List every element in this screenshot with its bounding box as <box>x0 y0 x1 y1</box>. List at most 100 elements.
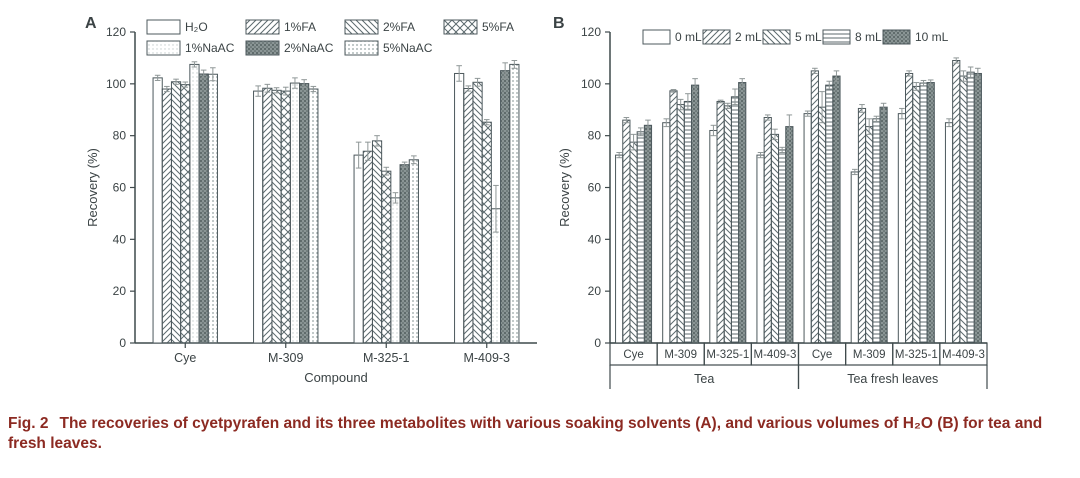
legend-swatch <box>822 29 851 45</box>
legend-label: H₂O <box>185 20 208 34</box>
bar <box>381 170 392 344</box>
bar <box>919 82 928 344</box>
bar <box>897 113 907 344</box>
y-tick-label: 100 <box>106 77 126 91</box>
bar <box>152 77 163 344</box>
legend-label: 5%FA <box>482 20 514 34</box>
y-tick-label: 40 <box>588 232 602 246</box>
bar <box>371 140 383 344</box>
y-tick-label: 60 <box>113 181 127 195</box>
legend-swatch <box>146 19 181 35</box>
legend-item: 5%NaAC <box>344 40 433 56</box>
bar <box>709 129 718 344</box>
group-span-label: Tea <box>694 372 714 386</box>
legend-item: 2%FA <box>344 19 415 35</box>
bar <box>810 70 819 344</box>
x-tick-label: M-325-1 <box>363 351 410 365</box>
bar <box>353 154 364 344</box>
bar <box>454 72 465 344</box>
bar <box>463 88 474 344</box>
bar <box>253 90 264 344</box>
y-tick-label: 20 <box>588 284 602 298</box>
bar <box>636 131 645 344</box>
bar <box>803 113 812 344</box>
legend-label: 2%NaAC <box>284 41 334 55</box>
y-tick-label: 0 <box>119 336 126 350</box>
legend-label: 2%FA <box>383 20 415 34</box>
bar <box>850 171 859 344</box>
y-tick-label: 0 <box>594 336 601 350</box>
bar <box>509 63 520 344</box>
category-box-label: M-309 <box>664 349 697 361</box>
legend-swatch <box>642 29 671 45</box>
category-box-label: M-409-3 <box>754 349 797 361</box>
legend-swatch <box>344 40 379 56</box>
bar <box>959 75 968 344</box>
y-tick-label: 100 <box>581 77 601 91</box>
bar <box>872 118 881 344</box>
bar <box>825 84 834 344</box>
legend-swatch <box>882 29 911 45</box>
legend-item: 2%NaAC <box>245 40 334 56</box>
bar <box>952 60 961 344</box>
bar <box>770 133 780 344</box>
bar <box>716 100 725 344</box>
bar <box>308 88 319 344</box>
panel-b-chart: B 0 20 40 60 80 100 120 Recovery (%) Cye M-309 M-32… <box>553 15 988 389</box>
bar <box>500 70 511 344</box>
legend-swatch <box>443 19 478 35</box>
bar <box>857 107 867 344</box>
legend-label: 8 mL <box>855 30 882 44</box>
bar <box>832 75 841 344</box>
category-box <box>939 342 988 366</box>
bar <box>280 90 291 344</box>
y-tick-label: 120 <box>581 25 601 39</box>
legend-label: 2 mL <box>735 30 762 44</box>
category-box-label: M-325-1 <box>895 349 938 361</box>
x-tick-label: M-309 <box>268 351 303 365</box>
bar <box>271 89 282 344</box>
group-span-label: Tea fresh leaves <box>847 372 938 386</box>
legend-item: 5%FA <box>443 19 514 35</box>
bar <box>662 122 671 344</box>
y-tick-label: 80 <box>588 129 602 143</box>
bar <box>481 121 492 344</box>
bar <box>785 126 794 344</box>
bar <box>778 149 787 344</box>
legend-swatch <box>702 29 731 45</box>
legend-item: 0 mL <box>642 29 702 45</box>
legend-swatch <box>245 40 280 56</box>
bar <box>817 106 827 344</box>
bar <box>912 85 921 344</box>
x-axis-title: Compound <box>304 370 368 385</box>
bar <box>865 126 874 344</box>
caption-text: The recoveries of cyetpyrafen and its th… <box>8 415 1043 453</box>
bar <box>408 159 419 344</box>
bar <box>472 81 483 344</box>
bar <box>643 124 653 344</box>
y-tick-label: 80 <box>113 129 127 143</box>
legend-swatch <box>762 29 791 45</box>
legend-item: H₂O <box>146 19 208 35</box>
caption-label: Fig. 2 <box>8 415 49 432</box>
legend-swatch <box>245 19 280 35</box>
bar <box>763 117 772 344</box>
bar <box>738 82 747 344</box>
category-box-label: Cye <box>812 349 832 361</box>
panel-letter: A <box>85 15 97 32</box>
bar <box>676 104 685 344</box>
y-axis-title: Recovery (%) <box>557 148 572 227</box>
legend-swatch <box>146 40 181 56</box>
bar <box>905 72 914 344</box>
y-tick-label: 60 <box>588 181 602 195</box>
y-tick-label: 120 <box>106 25 126 39</box>
y-tick-label: 20 <box>113 284 127 298</box>
y-tick-label: 40 <box>113 232 127 246</box>
bar <box>690 84 700 344</box>
legend-item: 8 mL <box>822 29 882 45</box>
charts-row: A 0 20 40 60 80 100 120 Recovery (%) Cye M-309 M-32… <box>85 15 988 389</box>
bar <box>262 87 273 344</box>
bar <box>966 71 975 344</box>
x-tick-label: M-409-3 <box>463 351 510 365</box>
